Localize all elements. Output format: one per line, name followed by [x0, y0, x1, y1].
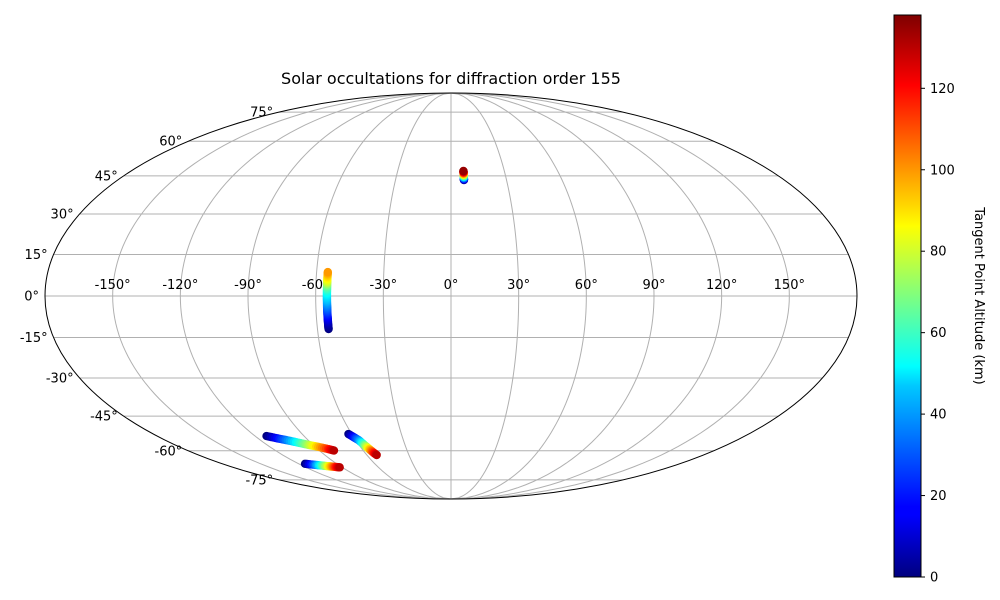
- longitude-tick-label: 30°: [507, 278, 530, 293]
- longitude-tick-label: -90°: [234, 278, 262, 293]
- latitude-tick-label: -60°: [155, 444, 183, 459]
- colorbar-tick-label: 120: [930, 82, 955, 97]
- longitude-tick-label: 0°: [444, 278, 459, 293]
- latitude-tick-label: 45°: [95, 169, 118, 184]
- colorbar-tick-label: 0: [930, 571, 938, 586]
- colorbar-tick-label: 20: [930, 489, 947, 504]
- colorbar-label: Tangent Point Altitude (km): [971, 206, 986, 384]
- data-point: [459, 166, 468, 176]
- latitude-tick-label: 30°: [51, 207, 74, 222]
- colorbar-tick-label: 60: [930, 326, 947, 341]
- occultation-points: [262, 166, 469, 472]
- colorbar-tick-label: 40: [930, 408, 947, 423]
- latitude-tick-label: 75°: [250, 106, 273, 121]
- longitude-tick-label: -30°: [369, 278, 397, 293]
- data-point: [329, 446, 339, 455]
- latitude-tick-label: 0°: [24, 290, 39, 305]
- latitude-tick-label: -75°: [245, 473, 273, 488]
- data-point: [335, 463, 344, 472]
- latitude-tick-labels: 75° 60° 45° 30° 15° 0° -15° -30° -45° -60° -75°: [20, 106, 273, 489]
- colorbar-tick-label: 100: [930, 163, 955, 178]
- colorbar-ticks: 0 20 40 60 80 100 120: [921, 82, 955, 586]
- longitude-tick-label: 120°: [706, 278, 737, 293]
- map-boundary: [44, 92, 858, 500]
- latitude-tick-label: -45°: [90, 410, 118, 425]
- longitude-tick-label: 150°: [774, 278, 805, 293]
- colorbar: [893, 14, 922, 578]
- longitude-tick-label: -60°: [302, 278, 330, 293]
- latitude-tick-label: -15°: [20, 331, 48, 346]
- longitude-tick-labels: -150° -120° -90° -60° -30° 0° 30° 60° 90° 120° 150…: [95, 278, 805, 293]
- chart-title: Solar occultations for diffraction order…: [281, 69, 621, 88]
- graticule-grid: [45, 93, 857, 499]
- colorbar-tick-label: 80: [930, 245, 947, 260]
- latitude-tick-label: 60°: [159, 135, 182, 150]
- longitude-tick-label: -150°: [95, 278, 131, 293]
- longitude-tick-label: -120°: [162, 278, 198, 293]
- longitude-tick-label: 60°: [575, 278, 598, 293]
- data-point: [323, 267, 333, 277]
- latitude-tick-label: -30°: [46, 372, 74, 387]
- latitude-tick-label: 15°: [25, 248, 48, 263]
- data-point: [372, 450, 381, 460]
- longitude-tick-label: 90°: [642, 278, 665, 293]
